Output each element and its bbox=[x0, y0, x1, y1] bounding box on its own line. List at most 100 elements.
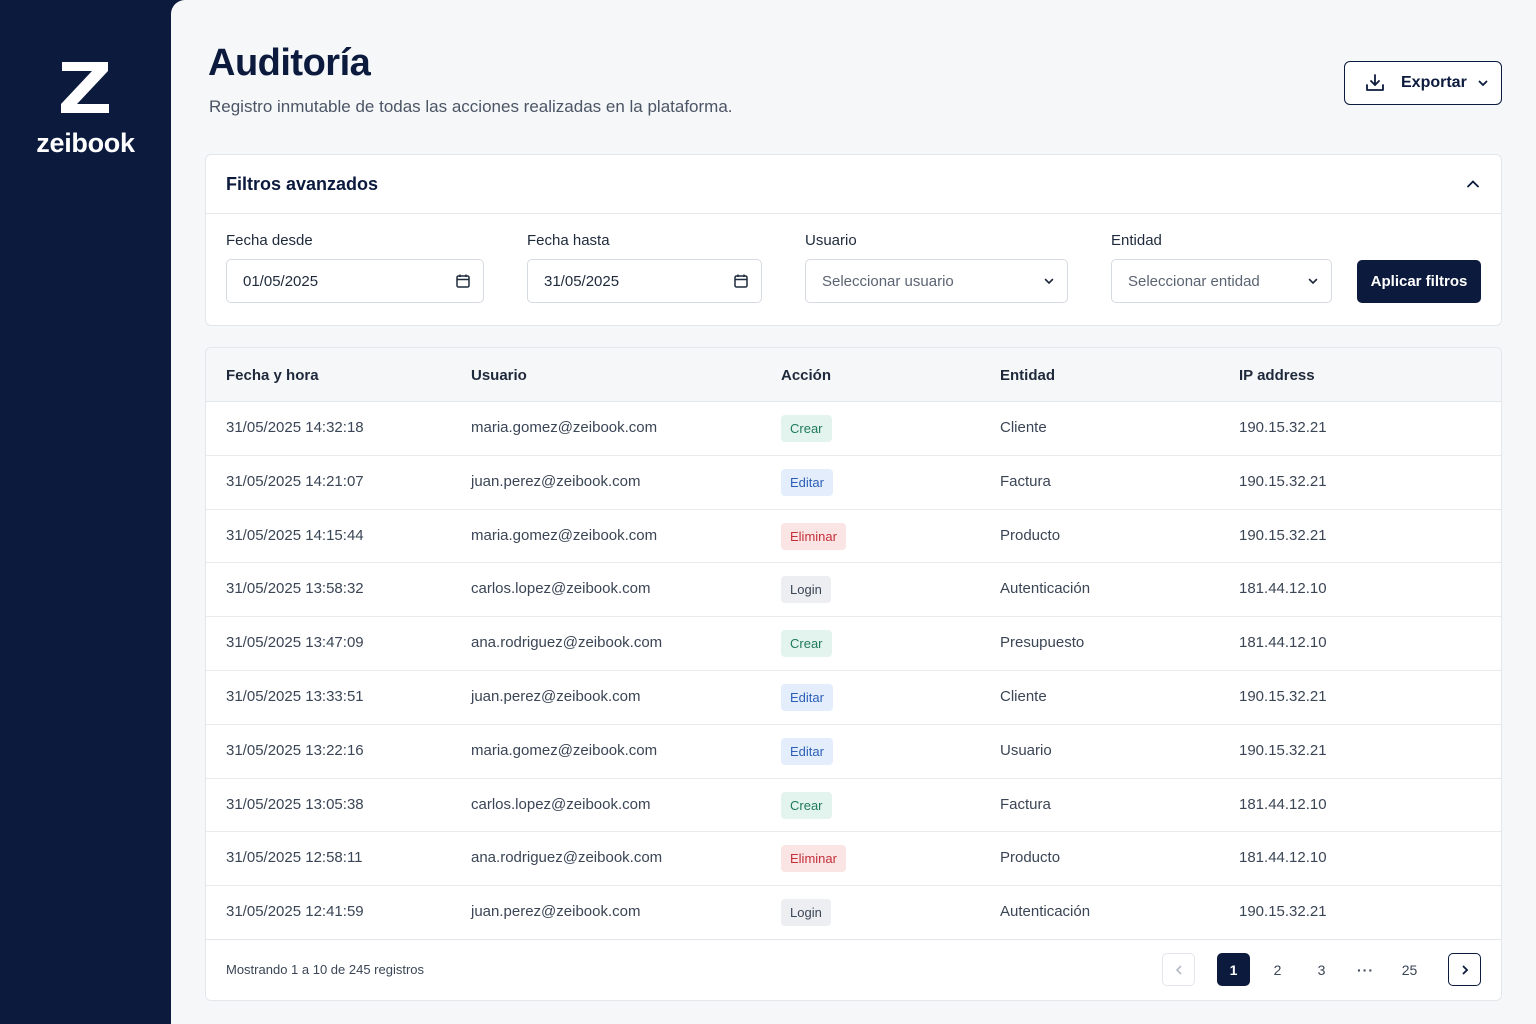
row-user: maria.gomez@zeibook.com bbox=[471, 741, 658, 759]
row-ip: 181.44.12.10 bbox=[1239, 634, 1327, 652]
row-datetime: 31/05/2025 14:32:18 bbox=[226, 419, 364, 436]
table-row[interactable]: 31/05/2025 13:05:38 carlos.lopez@zeibook.… bbox=[206, 779, 1501, 833]
row-entity: Producto bbox=[1000, 526, 1061, 544]
action-badge: Eliminar bbox=[781, 522, 846, 550]
action-badge: Editar bbox=[781, 683, 833, 711]
row-ip: 181.44.12.10 bbox=[1239, 849, 1327, 867]
user-select[interactable]: Seleccionar usuario bbox=[805, 259, 1068, 303]
action-badge: Editar bbox=[781, 468, 833, 496]
filters-title: Filtros avanzados bbox=[226, 173, 379, 194]
page-3-button[interactable]: 3 bbox=[1317, 961, 1326, 978]
date-from-label: Fecha desde bbox=[226, 232, 313, 249]
row-entity: Usuario bbox=[1000, 741, 1052, 759]
row-user: juan.perez@zeibook.com bbox=[471, 472, 641, 490]
user-select-placeholder: Seleccionar usuario bbox=[822, 272, 954, 290]
calendar-icon[interactable] bbox=[733, 273, 749, 289]
brand-name: zeibook bbox=[36, 128, 135, 158]
next-page-button[interactable] bbox=[1448, 953, 1481, 986]
date-to-label: Fecha hasta bbox=[527, 232, 610, 249]
column-header-datetime[interactable]: Fecha y hora bbox=[226, 367, 319, 384]
table-row[interactable]: 31/05/2025 13:33:51 juan.perez@zeibook.co… bbox=[206, 671, 1501, 725]
row-ip: 181.44.12.10 bbox=[1239, 795, 1327, 813]
chevron-left-icon bbox=[1175, 965, 1181, 974]
column-header-action[interactable]: Acción bbox=[781, 367, 832, 384]
date-to-value: 31/05/2025 bbox=[544, 272, 620, 290]
table-header: Fecha y hora Usuario Acción Entidad IP a… bbox=[206, 348, 1501, 402]
row-user: carlos.lopez@zeibook.com bbox=[471, 795, 651, 813]
records-count: Mostrando 1 a 10 de 245 registros bbox=[226, 962, 425, 977]
download-icon bbox=[1366, 74, 1384, 91]
table-row[interactable]: 31/05/2025 12:41:59 juan.perez@zeibook.co… bbox=[206, 886, 1501, 940]
export-label: Exportar bbox=[1401, 74, 1467, 91]
column-header-ip[interactable]: IP address bbox=[1239, 367, 1315, 384]
pagination-ellipsis: ··· bbox=[1357, 961, 1374, 978]
row-datetime: 31/05/2025 13:33:51 bbox=[226, 687, 364, 705]
audit-table: Fecha y hora Usuario Acción Entidad IP a… bbox=[205, 347, 1502, 1001]
action-badge: Login bbox=[781, 899, 831, 927]
row-ip: 190.15.32.21 bbox=[1239, 903, 1327, 921]
export-button[interactable]: Exportar bbox=[1344, 61, 1502, 105]
row-datetime: 31/05/2025 14:21:07 bbox=[226, 472, 364, 490]
action-badge: Crear bbox=[781, 630, 832, 658]
action-badge: Crear bbox=[781, 415, 832, 442]
apply-filters-button[interactable]: Aplicar filtros bbox=[1357, 260, 1481, 303]
table-body: 31/05/2025 14:32:18 maria.gomez@zeibook.c… bbox=[206, 402, 1501, 940]
action-badge: Crear bbox=[781, 791, 832, 819]
table-row[interactable]: 31/05/2025 12:58:11 ana.rodriguez@zeibook… bbox=[206, 832, 1501, 887]
row-datetime: 31/05/2025 13:22:16 bbox=[226, 741, 364, 759]
row-datetime: 31/05/2025 14:15:44 bbox=[226, 526, 364, 544]
entity-label: Entidad bbox=[1111, 232, 1162, 249]
filters-header[interactable]: Filtros avanzados bbox=[206, 155, 1501, 214]
action-badge: Eliminar bbox=[781, 845, 846, 873]
date-from-input[interactable]: 01/05/2025 bbox=[226, 259, 484, 303]
table-row[interactable]: 31/05/2025 13:58:32 carlos.lopez@zeibook.… bbox=[206, 563, 1501, 618]
row-user: juan.perez@zeibook.com bbox=[471, 687, 641, 705]
user-field: Usuario Seleccionar usuario bbox=[805, 232, 1068, 303]
chevron-down-icon bbox=[1308, 278, 1318, 285]
row-entity: Autenticación bbox=[1000, 903, 1091, 921]
date-to-field: Fecha hasta 31/05/2025 bbox=[527, 232, 762, 303]
table-row[interactable]: 31/05/2025 14:15:44 maria.gomez@zeibook.c… bbox=[206, 510, 1501, 564]
row-entity: Factura bbox=[1000, 472, 1051, 490]
chevron-up-icon[interactable] bbox=[1465, 176, 1481, 192]
row-entity: Autenticación bbox=[1000, 580, 1091, 598]
chevron-right-icon bbox=[1462, 965, 1468, 974]
date-to-input[interactable]: 31/05/2025 bbox=[527, 259, 762, 303]
entity-select-placeholder: Seleccionar entidad bbox=[1128, 272, 1260, 290]
column-header-entity[interactable]: Entidad bbox=[1000, 367, 1055, 384]
table-row[interactable]: 31/05/2025 14:21:07 juan.perez@zeibook.co… bbox=[206, 456, 1501, 510]
row-datetime: 31/05/2025 12:41:59 bbox=[226, 903, 364, 921]
entity-select[interactable]: Seleccionar entidad bbox=[1111, 259, 1332, 303]
row-user: carlos.lopez@zeibook.com bbox=[471, 580, 651, 598]
calendar-icon[interactable] bbox=[455, 273, 471, 289]
row-ip: 190.15.32.21 bbox=[1239, 687, 1327, 705]
page-2-button[interactable]: 2 bbox=[1273, 961, 1282, 978]
row-ip: 190.15.32.21 bbox=[1239, 419, 1327, 436]
table-row[interactable]: 31/05/2025 14:32:18 maria.gomez@zeibook.c… bbox=[206, 402, 1501, 456]
user-label: Usuario bbox=[805, 232, 857, 249]
row-user: ana.rodriguez@zeibook.com bbox=[471, 634, 663, 652]
date-from-field: Fecha desde 01/05/2025 bbox=[226, 232, 484, 303]
row-ip: 190.15.32.21 bbox=[1239, 741, 1327, 759]
zeibook-logo-icon[interactable] bbox=[56, 52, 116, 116]
table-row[interactable]: 31/05/2025 13:22:16 maria.gomez@zeibook.c… bbox=[206, 725, 1501, 779]
date-from-value: 01/05/2025 bbox=[243, 272, 319, 290]
row-datetime: 31/05/2025 13:05:38 bbox=[226, 795, 364, 813]
row-entity: Cliente bbox=[1000, 687, 1047, 705]
row-ip: 190.15.32.21 bbox=[1239, 472, 1327, 490]
page-title: Auditoría bbox=[208, 42, 371, 84]
row-ip: 190.15.32.21 bbox=[1239, 526, 1327, 544]
row-user: ana.rodriguez@zeibook.com bbox=[471, 849, 663, 867]
row-user: juan.perez@zeibook.com bbox=[471, 903, 641, 921]
row-datetime: 31/05/2025 13:58:32 bbox=[226, 580, 364, 598]
action-badge: Login bbox=[781, 576, 831, 604]
table-row[interactable]: 31/05/2025 13:47:09 ana.rodriguez@zeibook… bbox=[206, 617, 1501, 671]
row-user: maria.gomez@zeibook.com bbox=[471, 419, 658, 436]
table-footer: Mostrando 1 a 10 de 245 registros 1 2 3 … bbox=[206, 939, 1501, 1000]
previous-page-button[interactable] bbox=[1162, 953, 1195, 986]
page-1-button[interactable]: 1 bbox=[1217, 953, 1250, 986]
main-content: Auditoría Registro inmutable de todas la… bbox=[171, 0, 1536, 1024]
column-header-user[interactable]: Usuario bbox=[471, 367, 527, 384]
page-25-button[interactable]: 25 bbox=[1401, 961, 1418, 978]
row-entity: Factura bbox=[1000, 795, 1051, 813]
